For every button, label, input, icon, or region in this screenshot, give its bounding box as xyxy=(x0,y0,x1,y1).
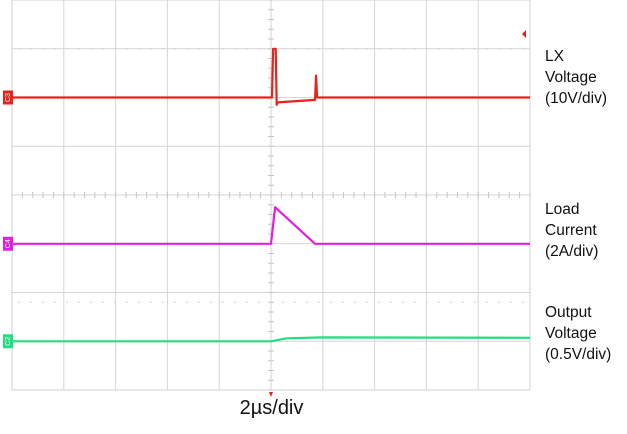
trace-c3 xyxy=(12,47,530,106)
trace-c4 xyxy=(12,206,530,245)
channel-traces xyxy=(12,47,531,343)
time-per-div-label: 2µs/div xyxy=(239,397,304,419)
channel-tag-c2: C2 xyxy=(5,337,12,346)
output-voltage-label: Output Voltage (0.5V/div) xyxy=(545,304,612,363)
channel-markers: C3 C4 C2 xyxy=(3,30,526,397)
trigger-level-marker xyxy=(522,30,526,38)
channel-marker-c4 xyxy=(3,236,13,251)
trigger-position-marker xyxy=(269,392,273,397)
trace-c2 xyxy=(12,336,531,343)
load-current-label: Load Current (2A/div) xyxy=(545,201,599,260)
channel-tag-c4: C4 xyxy=(5,239,12,248)
graticule xyxy=(11,0,531,391)
channel-marker-c3 xyxy=(3,90,13,105)
channel-marker-c2 xyxy=(3,334,13,349)
channel-tag-c3: C3 xyxy=(5,93,12,102)
lx-voltage-label: LX Voltage (10V/div) xyxy=(545,48,608,107)
